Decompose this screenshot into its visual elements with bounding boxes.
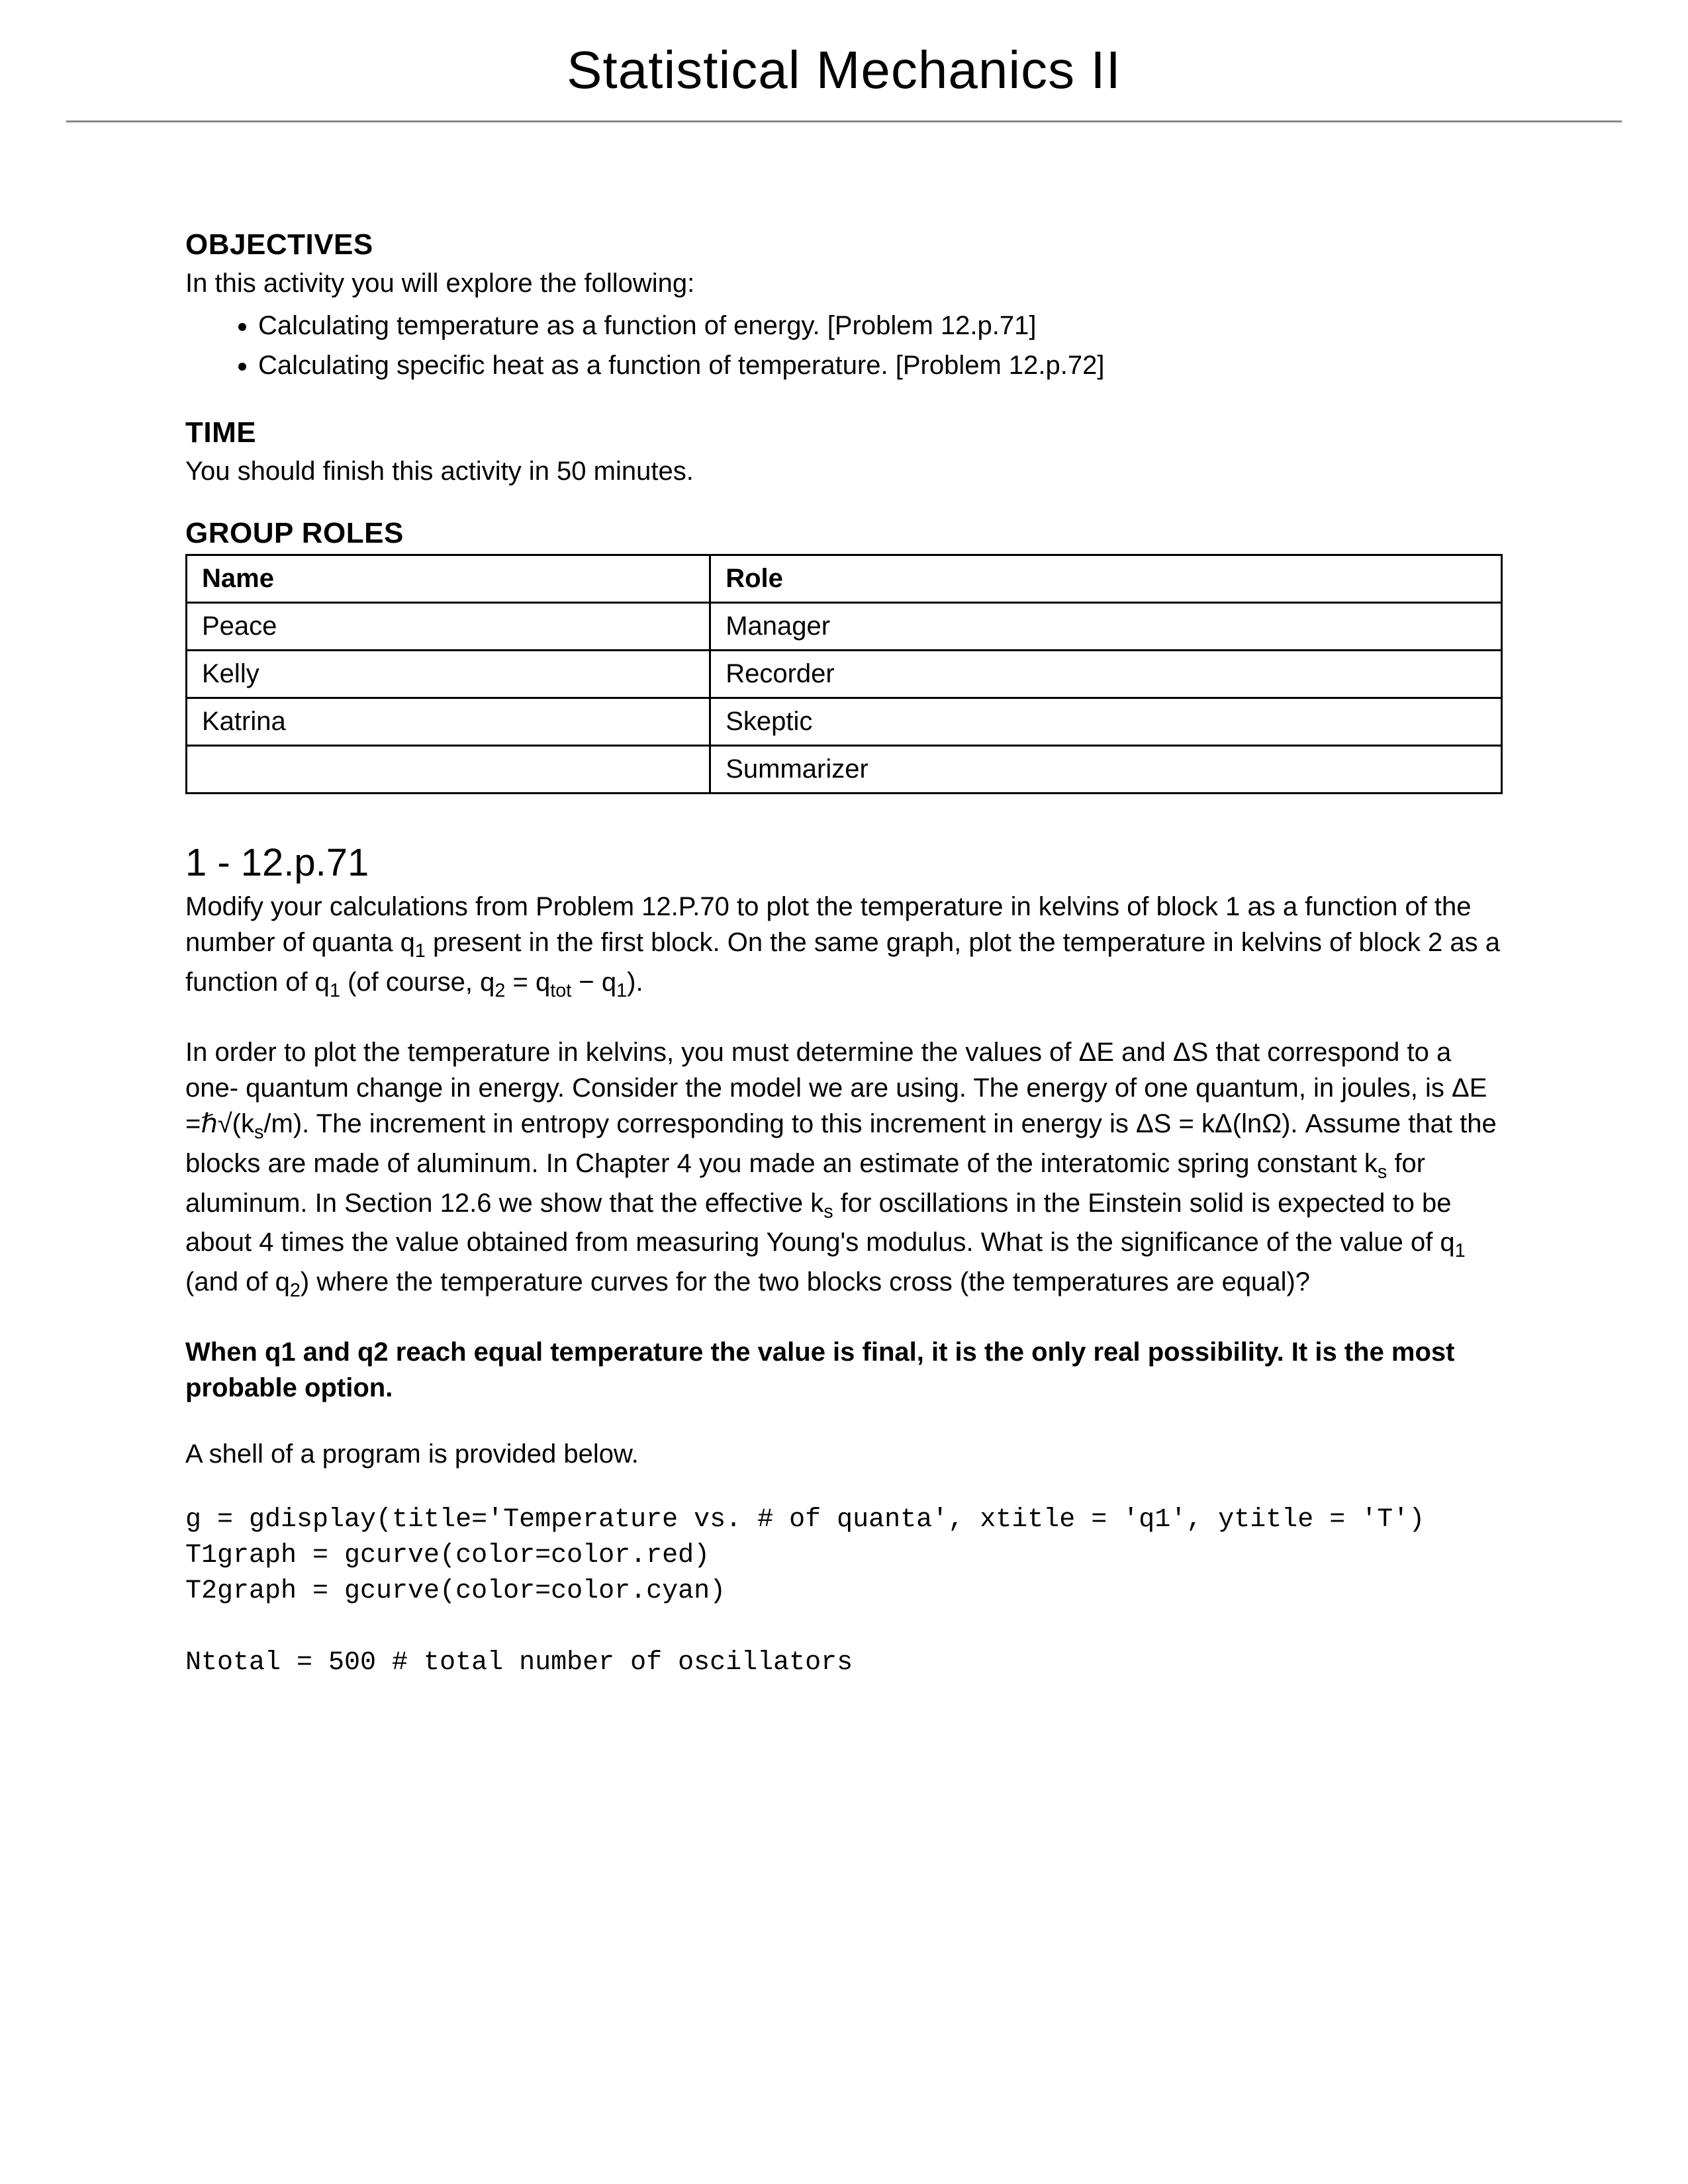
- objectives-heading: OBJECTIVES: [185, 228, 1503, 261]
- group-roles-section: GROUP ROLES Name Role Peace Manager Kell…: [185, 517, 1503, 794]
- text: ).: [627, 968, 643, 997]
- subscript: s: [254, 1122, 263, 1143]
- cell-role: Skeptic: [710, 698, 1502, 746]
- cell-name: Katrina: [187, 698, 710, 746]
- roles-table: Name Role Peace Manager Kelly Recorder K…: [185, 554, 1503, 794]
- problem-section: 1 - 12.p.71 Modify your calculations fro…: [185, 841, 1503, 1681]
- col-name: Name: [187, 555, 710, 603]
- text: ) where the temperature curves for the t…: [301, 1267, 1310, 1297]
- col-role: Role: [710, 555, 1502, 603]
- time-section: TIME You should finish this activity in …: [185, 416, 1503, 489]
- title-rule: [66, 120, 1622, 122]
- page-title: Statistical Mechanics II: [66, 40, 1622, 101]
- code-line: T2graph = gcurve(color=color.cyan): [185, 1576, 726, 1606]
- problem-heading: 1 - 12.p.71: [185, 841, 1503, 885]
- subscript: 1: [1455, 1240, 1466, 1261]
- objectives-section: OBJECTIVES In this activity you will exp…: [185, 228, 1503, 385]
- subscript: 2: [290, 1280, 301, 1301]
- text: − q: [571, 968, 616, 997]
- subscript: 2: [494, 980, 505, 1001]
- shell-intro: A shell of a program is provided below.: [185, 1436, 1503, 1472]
- code-line: Ntotal = 500 # total number of oscillato…: [185, 1648, 853, 1678]
- subscript: s: [823, 1201, 833, 1222]
- table-row: Kelly Recorder: [187, 651, 1502, 698]
- table-row: Katrina Skeptic: [187, 698, 1502, 746]
- page: Statistical Mechanics II OBJECTIVES In t…: [0, 0, 1688, 2184]
- table-row: Summarizer: [187, 746, 1502, 794]
- cell-name: [187, 746, 710, 794]
- roles-heading: GROUP ROLES: [185, 517, 1503, 550]
- objective-item: Calculating specific heat as a function …: [258, 346, 1503, 385]
- text: (and of q: [185, 1267, 290, 1297]
- cell-name: Peace: [187, 603, 710, 651]
- content-area: OBJECTIVES In this activity you will exp…: [66, 228, 1622, 1681]
- text: /m). The increment in entropy correspond…: [185, 1109, 1497, 1178]
- subscript: 1: [616, 980, 627, 1001]
- code-line: T1graph = gcurve(color=color.red): [185, 1541, 710, 1570]
- cell-name: Kelly: [187, 651, 710, 698]
- text: (of course, q: [340, 968, 494, 997]
- objectives-intro: In this activity you will explore the fo…: [185, 265, 1503, 301]
- subscript: s: [1378, 1161, 1387, 1183]
- table-row: Peace Manager: [187, 603, 1502, 651]
- time-text: You should finish this activity in 50 mi…: [185, 453, 1503, 489]
- answer-text: When q1 and q2 reach equal temperature t…: [185, 1334, 1503, 1406]
- subscript: 1: [415, 940, 426, 962]
- code-line: g = gdisplay(title='Temperature vs. # of…: [185, 1505, 1425, 1535]
- objectives-list: Calculating temperature as a function of…: [185, 306, 1503, 385]
- time-heading: TIME: [185, 416, 1503, 449]
- subscript: 1: [330, 980, 340, 1001]
- problem-para-2: In order to plot the temperature in kelv…: [185, 1034, 1503, 1304]
- cell-role: Manager: [710, 603, 1502, 651]
- cell-role: Recorder: [710, 651, 1502, 698]
- table-header-row: Name Role: [187, 555, 1502, 603]
- subscript: tot: [550, 980, 571, 1001]
- cell-role: Summarizer: [710, 746, 1502, 794]
- code-block: g = gdisplay(title='Temperature vs. # of…: [185, 1502, 1503, 1681]
- text: = q: [505, 968, 550, 997]
- objective-item: Calculating temperature as a function of…: [258, 306, 1503, 345]
- problem-para-1: Modify your calculations from Problem 12…: [185, 889, 1503, 1004]
